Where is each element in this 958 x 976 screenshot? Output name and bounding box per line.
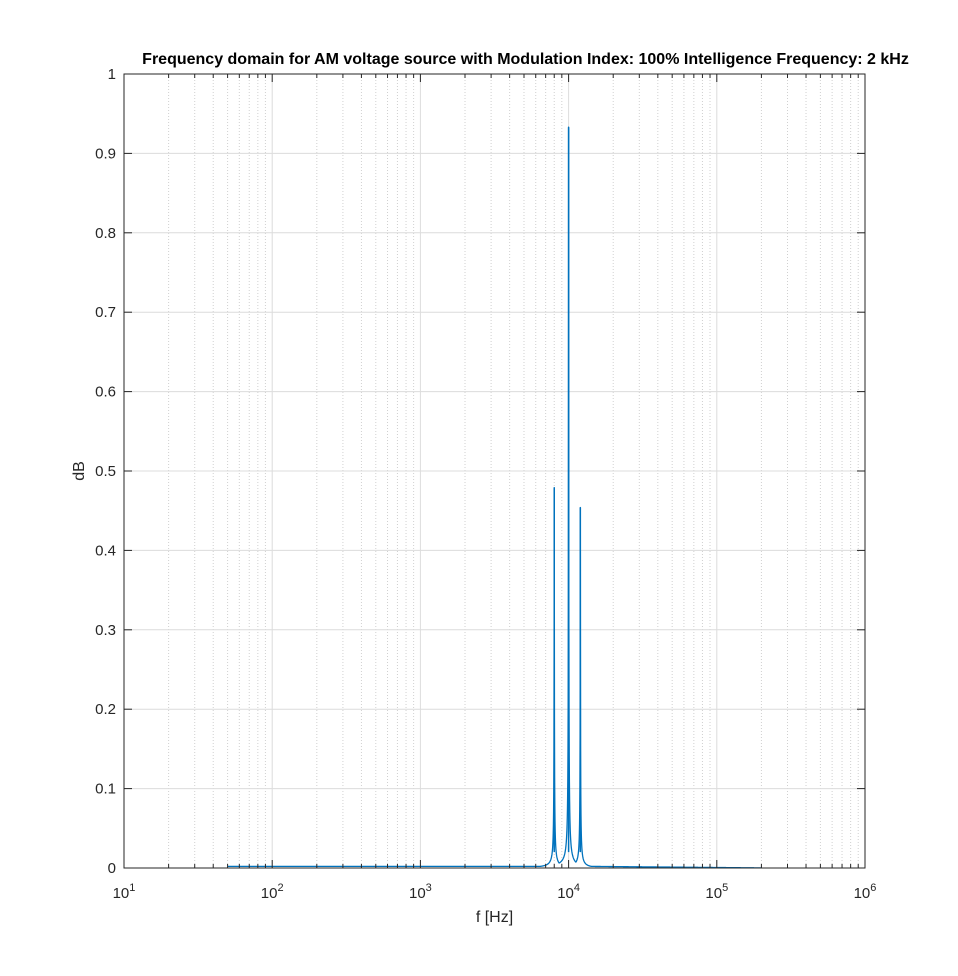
tick-marks xyxy=(123,73,866,869)
y-tick-label: 0 xyxy=(108,860,116,877)
y-tick-label: 0.9 xyxy=(95,145,116,162)
x-tick-label: 101 xyxy=(113,882,136,902)
y-tick-label: 0.3 xyxy=(95,622,116,639)
y-tick-label: 0.7 xyxy=(95,304,116,321)
x-axis-title: f [Hz] xyxy=(476,909,513,926)
minor-grid xyxy=(168,74,859,868)
chart-title: Frequency domain for AM voltage source w… xyxy=(142,51,909,68)
y-tick-label: 0.6 xyxy=(95,384,116,401)
y-tick-labels: 0 0.1 0.2 0.3 0.4 0.5 0.6 0.7 0.8 0.9 1 xyxy=(95,66,116,877)
x-tick-labels: 101 102 103 104 105 106 xyxy=(113,882,877,902)
x-tick-label: 106 xyxy=(854,882,877,902)
y-axis-title: dB xyxy=(71,461,88,481)
y-tick-label: 0.8 xyxy=(95,225,116,242)
x-tick-label: 104 xyxy=(557,882,580,902)
y-tick-label: 0.4 xyxy=(95,542,116,559)
y-tick-label: 1 xyxy=(108,66,116,83)
x-tick-label: 105 xyxy=(705,882,728,902)
x-tick-label: 103 xyxy=(409,882,432,902)
x-tick-label: 102 xyxy=(261,882,284,902)
y-tick-label: 0.2 xyxy=(95,701,116,718)
y-tick-label: 0.1 xyxy=(95,781,116,798)
y-tick-label: 0.5 xyxy=(95,463,116,480)
